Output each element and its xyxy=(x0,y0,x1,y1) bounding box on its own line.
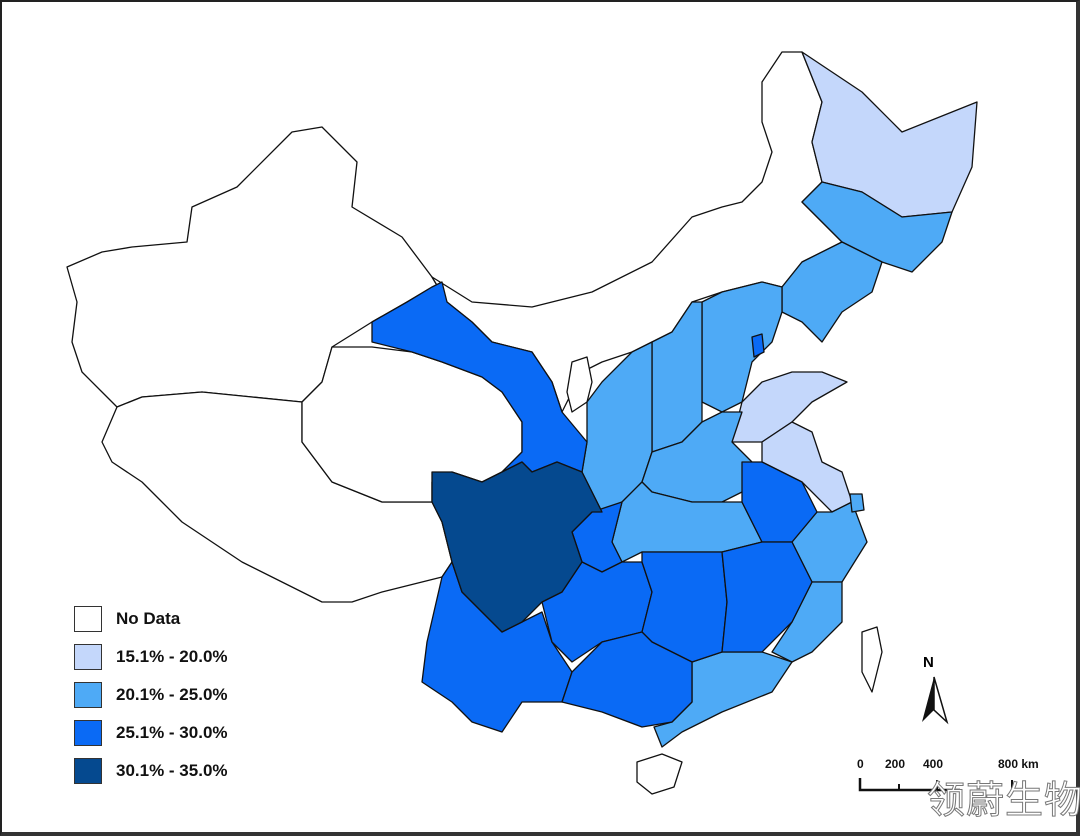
region-anhui xyxy=(741,461,818,543)
scale-tick: 400 xyxy=(923,757,944,771)
legend-label: 30.1% - 35.0% xyxy=(116,761,228,780)
region-liaoning xyxy=(781,241,883,343)
scale-tick: 800 km xyxy=(998,757,1039,771)
legend-item-30-35: 30.1% - 35.0% xyxy=(74,752,228,790)
legend-label: 15.1% - 20.0% xyxy=(116,647,228,666)
legend-label: 25.1% - 30.0% xyxy=(116,723,228,742)
region-heilongjiang xyxy=(801,51,978,218)
legend: No Data 15.1% - 20.0% 20.1% - 25.0% 25.1… xyxy=(74,600,228,790)
north-label: N xyxy=(923,654,934,671)
legend-swatch xyxy=(74,720,102,746)
legend-item-no-data: No Data xyxy=(74,600,228,638)
scale-tick: 0 xyxy=(857,757,864,771)
region-taiwan xyxy=(861,626,883,693)
legend-label: 20.1% - 25.0% xyxy=(116,685,228,704)
legend-swatch xyxy=(74,758,102,784)
legend-swatch xyxy=(74,682,102,708)
region-tianjin xyxy=(751,333,765,358)
legend-item-25-30: 25.1% - 30.0% xyxy=(74,714,228,752)
region-hainan xyxy=(636,753,683,795)
region-jiangxi xyxy=(721,541,813,653)
scale-tick: 200 xyxy=(885,757,906,771)
region-guangxi xyxy=(561,631,693,728)
north-arrow-icon xyxy=(922,676,949,725)
legend-item-15-20: 15.1% - 20.0% xyxy=(74,638,228,676)
legend-swatch xyxy=(74,644,102,670)
scale-bar xyxy=(858,778,1013,792)
legend-label: No Data xyxy=(116,609,181,628)
regions-layer xyxy=(66,51,978,795)
region-sichuan xyxy=(431,461,603,633)
region-shanghai xyxy=(849,493,865,513)
region-shandong xyxy=(731,371,848,443)
legend-item-20-25: 20.1% - 25.0% xyxy=(74,676,228,714)
legend-swatch xyxy=(74,606,102,632)
watermark: 领蔚生物 xyxy=(926,778,1080,822)
region-fujian xyxy=(771,581,843,663)
